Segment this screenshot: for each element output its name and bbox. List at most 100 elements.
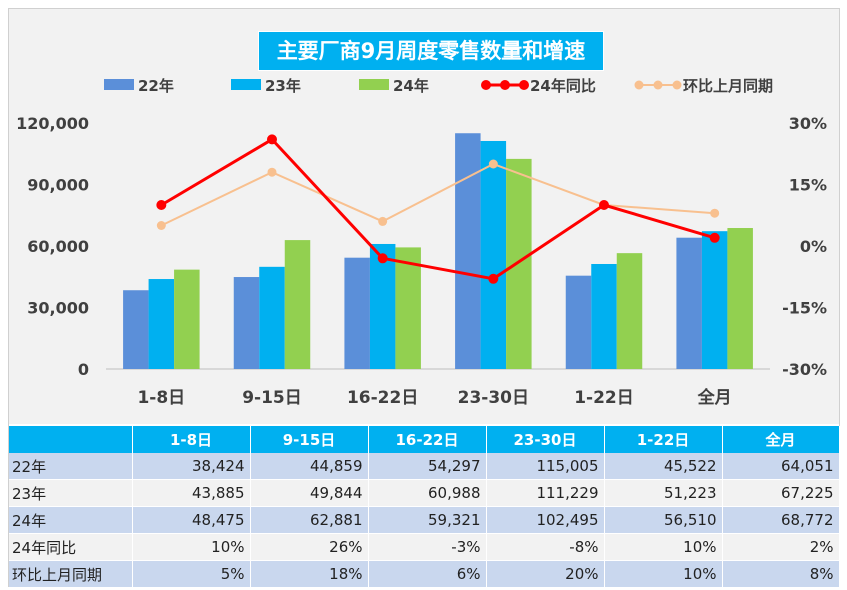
bar-24年: [506, 158, 532, 369]
table-cell: 62,881: [250, 506, 369, 534]
table-header-cell: 1-8日: [132, 426, 251, 453]
table-row-label: 24年同比: [9, 533, 133, 561]
line-24年同比: [160, 137, 716, 281]
table-header-cell: 全月: [722, 426, 840, 453]
x-tick-label: 1-22日: [574, 388, 634, 408]
bar-24年: [174, 269, 200, 369]
y-right-tick-label: 15%: [789, 176, 827, 195]
bar-24年: [727, 228, 753, 369]
legend-marker-24年同比: [481, 80, 491, 90]
bar-24年: [284, 240, 311, 369]
point-环比上月同期: [488, 159, 498, 169]
table-cell: 102,495: [486, 506, 605, 534]
table-cell: -3%: [368, 533, 487, 561]
table-row: 23年 43,885 49,844 60,988 111,229 51,223 …: [9, 479, 840, 507]
table-cell: 51,223: [604, 479, 723, 507]
table-row: 24年 48,475 62,881 59,321 102,495 56,510 …: [9, 506, 840, 534]
table-header-cell: 9-15日: [250, 426, 369, 453]
legend-marker-环比上月同期: [653, 80, 663, 90]
table-cell: 60,988: [368, 479, 487, 507]
point-24年同比: [377, 253, 388, 264]
data-table: 1-8日 9-15日 16-22日 23-30日 1-22日 全月 22年 38…: [9, 426, 840, 588]
x-tick-label: 全月: [697, 387, 732, 408]
table-cell: 54,297: [368, 453, 487, 480]
table-cell: 111,229: [486, 479, 605, 507]
table-cell: 45,522: [604, 453, 723, 480]
legend-marker-环比上月同期: [672, 80, 682, 90]
legend-label: 23年: [265, 77, 301, 95]
table-header-row: 1-8日 9-15日 16-22日 23-30日 1-22日 全月: [9, 426, 840, 453]
bar-23年: [701, 231, 728, 369]
table-cell: 10%: [132, 533, 251, 561]
bar-22年: [676, 237, 702, 369]
table-row-label: 24年: [9, 506, 133, 534]
table-header-cell: 16-22日: [368, 426, 487, 453]
point-环比上月同期: [267, 167, 277, 177]
table-row-label: 环比上月同期: [9, 560, 133, 588]
table-cell: 43,885: [132, 479, 251, 507]
legend-label: 24年: [393, 77, 429, 95]
y-left-tick-label: 0: [78, 360, 89, 379]
legend-swatch-23年: [231, 79, 261, 90]
bar-24年: [395, 247, 421, 369]
table-cell: 115,005: [486, 453, 605, 480]
chart-canvas: 0 30,000 60,000 90,000 120,000 -30% -15% 0% 15% 3…: [16, 77, 827, 408]
table-cell: 18%: [250, 560, 369, 588]
point-24年同比: [488, 273, 499, 284]
legend-marker-环比上月同期: [634, 80, 644, 90]
table-cell: 38,424: [132, 453, 251, 480]
y-right-tick-label: -30%: [782, 360, 827, 379]
chart-title: 主要厂商9月周度零售数量和增速: [258, 31, 604, 71]
legend-label: 24年同比: [530, 77, 596, 95]
table-header-cell: 23-30日: [486, 426, 605, 453]
table-row-label: 23年: [9, 479, 133, 507]
bar-22年: [455, 133, 481, 369]
point-24年同比: [156, 200, 167, 210]
table-cell: 68,772: [722, 506, 840, 534]
bar-22年: [233, 277, 260, 369]
table-row: 24年同比 10% 26% -3% -8% 10% 2%: [9, 533, 840, 561]
y-left-tick-label: 90,000: [27, 176, 89, 195]
x-tick-label: 23-30日: [458, 388, 529, 408]
table-cell: 67,225: [722, 479, 840, 507]
table-cell: 64,051: [722, 453, 840, 480]
point-24年同比: [709, 232, 720, 243]
table-cell: 56,510: [604, 506, 723, 534]
table-row-label: 22年: [9, 453, 133, 480]
bar-24年: [616, 253, 643, 369]
chart-area: 0 30,000 60,000 90,000 120,000 -30% -15% 0% 15% 3…: [9, 9, 839, 424]
point-环比上月同期: [378, 216, 388, 226]
point-环比上月同期: [156, 221, 166, 230]
y-right-tick-label: -15%: [782, 299, 827, 318]
x-tick-label: 16-22日: [347, 388, 418, 408]
table-cell: 5%: [132, 560, 251, 588]
y-right-tick-label: 30%: [789, 114, 827, 133]
y-right-tick-label: 0%: [800, 237, 827, 256]
table-cell: 20%: [486, 560, 605, 588]
y-left-tick-label: 60,000: [27, 237, 89, 256]
table-cell: 48,475: [132, 506, 251, 534]
bar-23年: [148, 279, 175, 369]
point-24年同比: [599, 200, 609, 210]
table-header-cell: 1-22日: [604, 426, 723, 453]
table-cell: 10%: [604, 560, 723, 588]
legend-label: 22年: [138, 77, 174, 95]
x-tick-label: 9-15日: [242, 388, 302, 408]
point-环比上月同期: [710, 208, 720, 218]
x-tick-label: 1-8日: [137, 388, 185, 408]
legend-swatch-22年: [104, 79, 134, 90]
table-cell: 49,844: [250, 479, 369, 507]
bar-22年: [344, 257, 370, 369]
table-cell: 2%: [722, 533, 840, 561]
legend-marker-24年同比: [519, 80, 529, 90]
y-left-tick-label: 30,000: [27, 299, 89, 318]
bar-22年: [565, 275, 592, 369]
table-cell: 44,859: [250, 453, 369, 480]
y-left-tick-label: 120,000: [16, 114, 89, 133]
point-24年同比: [267, 134, 277, 145]
legend-label: 环比上月同期: [683, 77, 773, 95]
table-header-corner: [9, 426, 133, 453]
bar-23年: [591, 263, 617, 369]
bar-23年: [259, 266, 285, 369]
table-cell: 59,321: [368, 506, 487, 534]
